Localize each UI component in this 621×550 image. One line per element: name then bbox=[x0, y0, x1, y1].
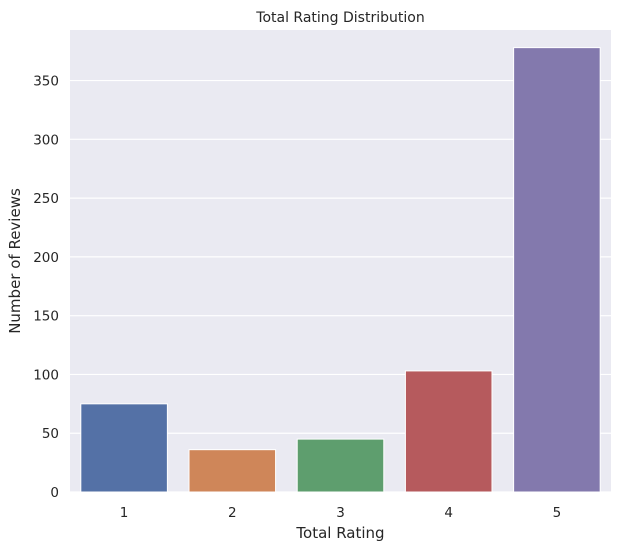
bar-rating-1 bbox=[80, 403, 168, 493]
bar-rating-5 bbox=[513, 47, 601, 493]
y-tick-label: 50 bbox=[42, 426, 59, 442]
y-axis-label: Number of Reviews bbox=[6, 188, 24, 334]
x-tick-label: 1 bbox=[120, 505, 129, 521]
y-tick-label: 300 bbox=[33, 132, 59, 148]
x-tick-label: 2 bbox=[228, 505, 237, 521]
bar-rating-2 bbox=[188, 449, 277, 493]
x-tick-labels: 1 2 3 4 5 bbox=[120, 505, 561, 521]
y-tick-label: 150 bbox=[33, 309, 59, 325]
y-tick-label: 250 bbox=[33, 191, 59, 207]
bar-rating-4 bbox=[404, 370, 493, 493]
x-tick-label: 5 bbox=[553, 505, 562, 521]
y-tick-label: 100 bbox=[33, 367, 59, 383]
bar-rating-3 bbox=[296, 438, 385, 493]
x-axis-label: Total Rating bbox=[295, 524, 384, 542]
y-tick-label: 350 bbox=[33, 74, 59, 90]
y-tick-labels: 0 50 100 150 200 250 300 350 bbox=[33, 74, 59, 501]
x-tick-label: 4 bbox=[444, 505, 453, 521]
y-tick-label: 200 bbox=[33, 250, 59, 266]
bars bbox=[80, 47, 601, 493]
chart-title: Total Rating Distribution bbox=[255, 10, 424, 26]
x-tick-label: 3 bbox=[336, 505, 345, 521]
y-tick-label: 0 bbox=[50, 485, 59, 501]
